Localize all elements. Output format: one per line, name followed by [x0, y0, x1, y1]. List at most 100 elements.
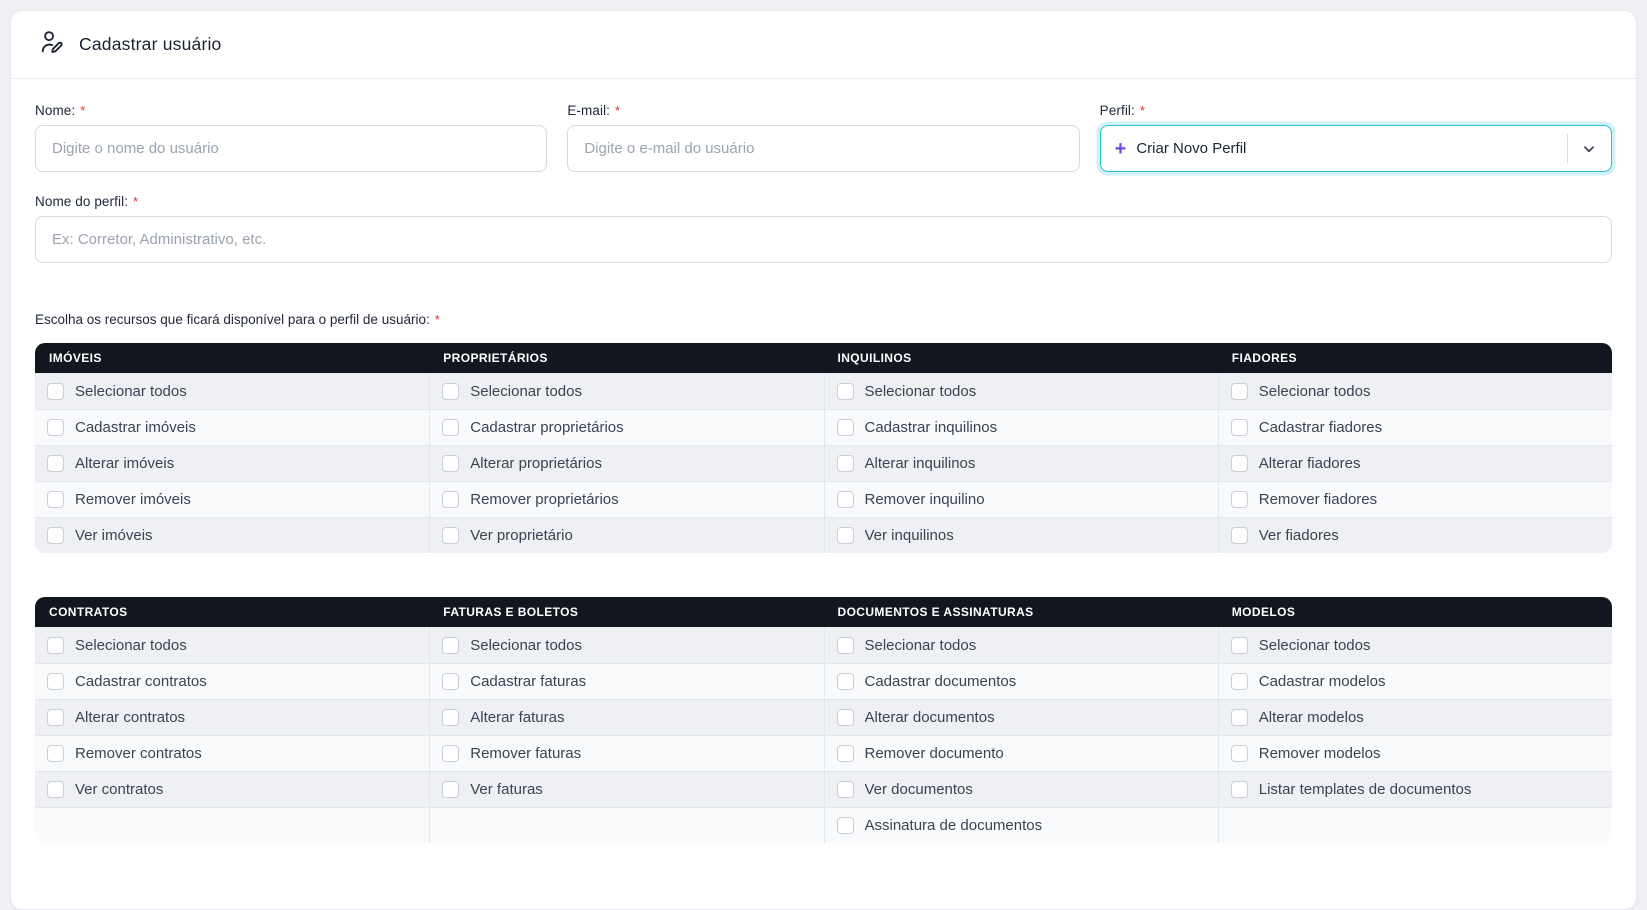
permission-option: Alterar imóveis [47, 455, 417, 472]
table-cell: Alterar imóveis [35, 445, 430, 481]
table-cell: Alterar faturas [429, 699, 824, 735]
email-input[interactable] [567, 125, 1080, 172]
permission-label: Ver documentos [864, 781, 973, 798]
card-body: Nome:* E-mail:* Perfil:* + Criar Novo Pe… [11, 79, 1636, 843]
permission-checkbox[interactable] [1230, 709, 1248, 726]
permission-label: Remover contratos [75, 745, 202, 762]
permission-checkbox[interactable] [47, 781, 64, 798]
resource-table: IMÓVEIS PROPRIETÁRIOS INQUILINOS FIADORES Se… [35, 343, 1612, 553]
permission-checkbox[interactable] [836, 527, 854, 544]
permission-label: Ver contratos [75, 781, 164, 798]
table-cell: Cadastrar modelos [1217, 663, 1612, 699]
profile-name-field-group: Nome do perfil: * [35, 194, 1612, 263]
table-column-header: INQUILINOS [823, 343, 1218, 373]
permission-label: Cadastrar fiadores [1258, 419, 1383, 436]
permission-checkbox[interactable] [836, 419, 854, 436]
permission-checkbox[interactable] [47, 745, 64, 762]
permission-checkbox[interactable] [442, 636, 460, 654]
permission-label: Remover faturas [470, 745, 582, 762]
permission-checkbox[interactable] [442, 745, 460, 762]
permission-checkbox[interactable] [836, 491, 854, 508]
permission-checkbox[interactable] [1230, 382, 1248, 400]
table-cell: Remover modelos [1217, 735, 1612, 771]
permission-checkbox[interactable] [836, 781, 854, 798]
profile-name-input[interactable] [35, 216, 1612, 263]
permission-checkbox[interactable] [1230, 491, 1248, 508]
required-asterisk: * [434, 312, 440, 327]
permission-checkbox[interactable] [1230, 745, 1248, 762]
name-input[interactable] [35, 125, 548, 172]
permission-option: Alterar contratos [47, 709, 417, 726]
permission-option: Alterar modelos [1230, 709, 1600, 726]
table-row: Cadastrar imóveis Cadastrar proprietários… [35, 409, 1612, 445]
register-user-card: Cadastrar usuário Nome:* E-mail:* Perfil… [10, 10, 1637, 910]
permission-checkbox[interactable] [836, 709, 854, 726]
table-cell: Remover inquilino [823, 481, 1218, 517]
table-cell: Remover contratos [35, 735, 430, 771]
permission-checkbox[interactable] [1230, 673, 1248, 690]
permission-checkbox[interactable] [1230, 527, 1248, 544]
permission-checkbox[interactable] [836, 455, 854, 472]
permission-checkbox[interactable] [836, 382, 854, 400]
permission-checkbox[interactable] [47, 419, 64, 436]
user-form-row: Nome:* E-mail:* Perfil:* + Criar Novo Pe… [35, 103, 1612, 172]
permission-checkbox[interactable] [836, 817, 854, 834]
table-row: Selecionar todos Selecionar todos Selecion… [35, 373, 1612, 409]
table-cell: Ver documentos [823, 771, 1218, 807]
permission-checkbox[interactable] [47, 491, 64, 508]
permission-checkbox[interactable] [442, 491, 460, 508]
permission-checkbox[interactable] [47, 636, 64, 654]
name-label: Nome: * [35, 103, 86, 118]
permission-checkbox[interactable] [1230, 455, 1248, 472]
permission-checkbox[interactable] [47, 673, 64, 690]
permission-checkbox[interactable] [47, 709, 64, 726]
table-cell: Selecionar todos [429, 373, 824, 409]
permission-checkbox[interactable] [442, 709, 460, 726]
email-field-group: E-mail: * [567, 103, 1080, 172]
permission-checkbox[interactable] [1230, 781, 1248, 798]
permission-label: Remover inquilino [864, 491, 985, 508]
permission-checkbox[interactable] [47, 527, 64, 544]
permission-label: Selecionar todos [1258, 636, 1371, 654]
table-cell: Ver proprietário [429, 517, 824, 553]
permission-label: Alterar proprietários [470, 455, 602, 472]
table-cell: Selecionar todos [1217, 373, 1612, 409]
table-cell: Cadastrar documentos [823, 663, 1218, 699]
permission-checkbox[interactable] [442, 419, 460, 436]
permission-label: Cadastrar proprietários [470, 419, 624, 436]
permission-label: Ver imóveis [75, 527, 153, 544]
permission-label: Ver faturas [470, 781, 543, 798]
permission-checkbox[interactable] [442, 781, 460, 798]
table-cell: Ver faturas [429, 771, 824, 807]
permission-label: Selecionar todos [470, 382, 582, 400]
permission-option: Ver documentos [836, 781, 1206, 798]
permission-checkbox[interactable] [442, 673, 460, 690]
permission-checkbox[interactable] [442, 527, 460, 544]
permission-label: Remover documento [864, 745, 1004, 762]
permission-checkbox[interactable] [1230, 419, 1248, 436]
permission-checkbox[interactable] [836, 673, 854, 690]
permission-checkbox[interactable] [836, 745, 854, 762]
table-row: Cadastrar contratos Cadastrar faturas Cada… [35, 663, 1612, 699]
table-column-header: FATURAS E BOLETOS [429, 597, 824, 627]
permission-checkbox[interactable] [47, 455, 64, 472]
table-cell: Assinatura de documentos [823, 807, 1218, 843]
permission-option: Alterar fiadores [1230, 455, 1600, 472]
permission-checkbox[interactable] [1230, 636, 1248, 654]
permission-checkbox[interactable] [47, 382, 64, 400]
table-row: Alterar imóveis Alterar proprietários Alte… [35, 445, 1612, 481]
permission-option: Selecionar todos [442, 636, 811, 654]
permission-label: Cadastrar faturas [470, 673, 587, 690]
table-cell: Alterar documentos [823, 699, 1218, 735]
permission-checkbox[interactable] [836, 636, 854, 654]
permission-option: Cadastrar modelos [1230, 673, 1600, 690]
table-cell: Selecionar todos [35, 373, 430, 409]
permission-checkbox[interactable] [442, 382, 460, 400]
table-cell: Selecionar todos [823, 373, 1218, 409]
permission-option: Remover documento [836, 745, 1206, 762]
permission-checkbox[interactable] [442, 455, 460, 472]
permission-label: Alterar faturas [470, 709, 565, 726]
chevron-down-icon[interactable] [1566, 134, 1611, 163]
table-cell: Remover documento [823, 735, 1218, 771]
profile-select[interactable]: + Criar Novo Perfil [1099, 125, 1612, 172]
